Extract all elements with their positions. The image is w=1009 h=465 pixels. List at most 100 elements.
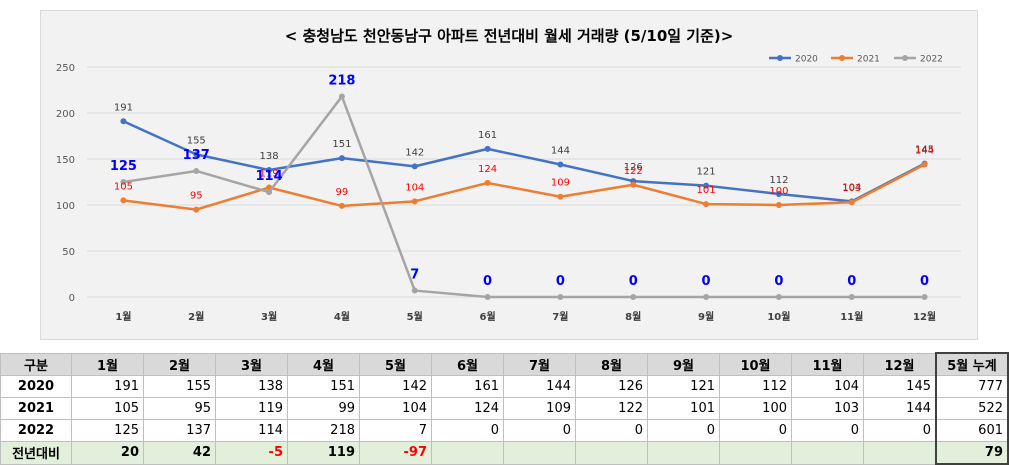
data-label-2022: 0 [483,274,492,289]
table-cell: 114 [215,419,288,442]
row-label: 2020 [0,375,72,398]
x-tick-label: 11월 [840,311,863,323]
data-point-2022 [703,294,710,300]
table-cell: 42 [143,441,216,465]
data-point-2020 [484,145,491,152]
table-cell: 119 [215,397,288,420]
table-header-cell: 3월 [215,352,288,376]
data-label-2021: 95 [190,191,203,202]
data-point-2020 [266,167,273,174]
x-tick-label: 7월 [552,311,568,323]
row-label: 2022 [0,419,72,442]
x-tick-label: 4월 [334,311,350,323]
data-point-2022 [775,294,782,300]
table-cell: 126 [575,375,648,398]
table-row: 2022 125 137 114 218 7 0 0 0 0 0 0 0 601 [0,419,1009,442]
table-cell: 0 [647,419,720,442]
table-cell: 112 [719,375,792,398]
table-cell: 124 [431,397,504,420]
table-header-cell: 9월 [647,352,720,376]
data-label-2021: 144 [915,146,934,157]
data-label-2022: 137 [183,148,210,163]
table-header-cell: 4월 [287,352,360,376]
data-label-2020: 144 [551,146,570,157]
data-point-2020 [775,190,782,197]
table-cell: 191 [71,375,144,398]
table-cell: -5 [215,441,288,465]
data-point-2021 [630,181,637,188]
table-cell: 137 [143,419,216,442]
table-cell: 119 [287,441,360,465]
x-tick-label: 6월 [479,311,495,323]
data-point-2021 [775,202,782,208]
table-cell: 0 [503,419,576,442]
data-label-2021: 105 [114,181,133,192]
data-point-2021 [484,179,491,186]
table-row: 2020 191 155 138 151 142 161 144 126 121 112 104 145… [0,375,1009,398]
table-cell [647,441,720,465]
table-cell: 109 [503,397,576,420]
data-label-2022: 125 [110,159,137,174]
legend-marker-2021 [839,55,845,61]
data-label-2022: 7 [410,268,419,283]
legend-label-2021: 2021 [857,55,880,65]
table-cell: 99 [287,397,360,420]
legend-marker-2020 [777,55,783,61]
table-cell: 0 [575,419,648,442]
data-point-2022 [338,93,345,100]
x-tick-label: 10월 [767,311,790,323]
table-cell [431,441,504,465]
chart-title: < 충청남도 천안동남구 아파트 전년대비 월세 거래량 (5/10일 기준)> [285,27,734,45]
table-header-cell: 5월 [359,352,432,376]
series-line-2021 [123,163,926,211]
data-label-2021: 124 [478,164,497,175]
data-table: 구분 1월 2월 3월 4월 5월 6월 7월 8월 9월 10월 11월 12월 5월 누계 2020 19… [0,352,1009,465]
table-cell: 79 [935,441,1009,465]
row-label: 2021 [0,397,72,420]
data-point-2022 [484,294,491,300]
table-header-cell: 5월 누계 [935,352,1009,376]
data-label-2022: 0 [774,274,783,289]
table-cell: 0 [791,419,864,442]
data-point-2021 [193,206,200,213]
data-point-2022 [120,179,127,185]
y-tick-label: 0 [69,293,75,304]
y-tick-label: 100 [56,201,75,212]
data-point-2021 [703,201,710,208]
table-cell: 155 [143,375,216,398]
line-chart: < 충청남도 천안동남구 아파트 전년대비 월세 거래량 (5/10일 기준)>… [56,27,961,323]
data-label-2021: 122 [624,166,643,177]
data-label-2022: 0 [629,274,638,289]
data-point-2022 [193,167,200,174]
data-label-2020: 112 [769,175,788,186]
data-label-2022: 0 [847,274,856,289]
legend-marker-2022 [902,55,908,61]
table-cell: 121 [647,375,720,398]
data-point-2020 [411,163,418,170]
y-tick-label: 50 [62,247,75,258]
table-cell: 138 [215,375,288,398]
table-cell: 7 [359,419,432,442]
y-tick-label: 150 [56,155,75,166]
x-tick-label: 3월 [261,311,277,323]
data-label-2020: 145 [915,145,934,156]
data-point-2021 [411,198,418,205]
table-cell: 104 [359,397,432,420]
data-label-2022: 0 [556,274,565,289]
data-label-2021: 101 [697,185,716,196]
legend-label-2020: 2020 [795,55,818,65]
data-label-2020: 151 [332,139,351,150]
table-header-cell: 1월 [71,352,144,376]
table-cell: 122 [575,397,648,420]
table-header-cell: 12월 [863,352,937,376]
table-cell: 777 [935,375,1009,398]
data-point-2021 [338,202,345,209]
data-label-2020: 126 [624,162,643,173]
data-point-2021 [120,197,127,204]
data-point-2021 [848,199,855,206]
table-cell: 218 [287,419,360,442]
y-tick-label: 200 [56,109,75,120]
data-point-2020 [703,182,710,189]
data-point-2022 [557,294,564,300]
data-point-2020 [193,151,200,158]
